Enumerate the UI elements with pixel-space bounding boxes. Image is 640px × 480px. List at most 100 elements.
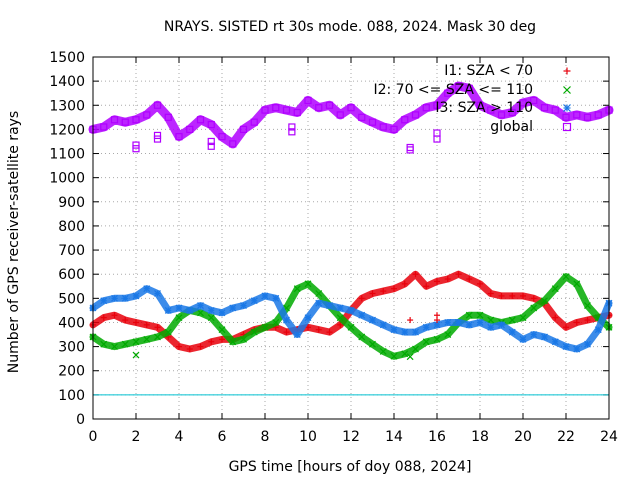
data-point [261,292,269,300]
y-tick-label: 400 [58,315,85,331]
data-point [111,294,118,302]
data-point [208,338,215,345]
data-point [293,108,301,117]
data-point [422,104,430,112]
data-point [412,271,419,278]
data-point [325,101,334,109]
data-point [164,328,172,336]
data-point [455,319,462,326]
legend-marker [563,86,571,94]
outlier-point [288,123,296,131]
x-tick-label: 14 [385,429,403,445]
data-point [455,271,462,278]
y-tick-label: 0 [76,412,85,428]
outlier-point [207,137,215,146]
y-tick-label: 700 [58,243,85,259]
data-point [336,111,344,119]
legend-label-i1: I1: SZA < 70 [444,63,533,79]
data-point [476,101,484,109]
legend-label-i2: I2: 70 <= SZA <= 110 [373,82,533,98]
data-point [594,111,602,119]
data-point [143,335,151,343]
y-tick-label: 900 [58,195,85,211]
data-point [476,311,484,319]
x-tick-label: 4 [175,429,184,445]
legend-marker [562,122,572,132]
data-point [476,319,484,326]
y-tick-label: 1400 [49,74,85,90]
data-point [229,304,237,312]
legend-label-i3: I3: SZA > 110 [435,100,533,116]
data-point [207,314,215,322]
x-tick-label: 24 [600,429,618,445]
data-point [293,285,301,293]
data-point [594,326,602,334]
data-point [186,346,193,353]
data-point [520,292,526,299]
x-tick-label: 12 [342,429,360,445]
data-point [358,311,366,319]
data-point [498,321,505,329]
data-point [207,306,215,314]
y-tick-label: 1000 [49,171,85,187]
data-point [444,331,452,338]
data-point [315,299,323,307]
data-point [379,123,387,131]
data-point [240,302,247,309]
series-4 [88,81,614,149]
data-point [465,321,473,329]
data-point [197,302,204,309]
data-point [176,343,182,350]
data-point [250,328,258,336]
data-point [508,316,516,324]
data-point [573,345,581,353]
data-point [315,104,323,112]
data-point [444,89,452,97]
data-series [88,81,614,361]
legend-marker [563,104,571,112]
data-point [283,329,290,336]
data-point [132,116,140,124]
data-point [111,343,118,351]
data-point [487,106,495,114]
data-point [487,316,495,324]
data-point [293,331,301,338]
data-point [551,285,559,293]
data-point [562,343,570,351]
x-tick-label: 18 [471,429,489,445]
data-point [508,328,516,336]
x-tick-label: 10 [299,429,317,445]
legend-label-global: global [490,119,533,135]
outlier-point [433,129,441,137]
data-point [369,316,376,324]
data-point [423,283,430,290]
data-point [229,140,237,148]
data-point [197,343,204,350]
data-point [218,309,226,317]
outlier-point [132,141,140,149]
data-point [433,335,441,343]
data-point [272,319,280,326]
outlier-point [406,146,414,154]
data-point [121,340,129,348]
series-3 [89,285,613,353]
series-2 [89,273,613,360]
y-tick-label: 800 [58,219,85,235]
data-point [391,285,397,292]
data-point [562,273,570,281]
data-point [175,133,183,141]
data-point [412,328,419,336]
legend-marker [563,67,571,75]
data-point [401,328,409,336]
data-point [186,306,194,314]
data-point [218,326,226,334]
chart-title: NRAYS. SISTED rt 30s mode. 088, 2024. Ma… [164,19,536,35]
data-point [154,324,161,331]
y-tick-label: 100 [58,388,85,404]
y-tick-label: 1200 [49,122,85,138]
data-point [477,280,483,287]
data-point [444,319,452,326]
outlier-point [207,142,215,150]
data-point [519,314,527,322]
data-point [454,82,463,90]
